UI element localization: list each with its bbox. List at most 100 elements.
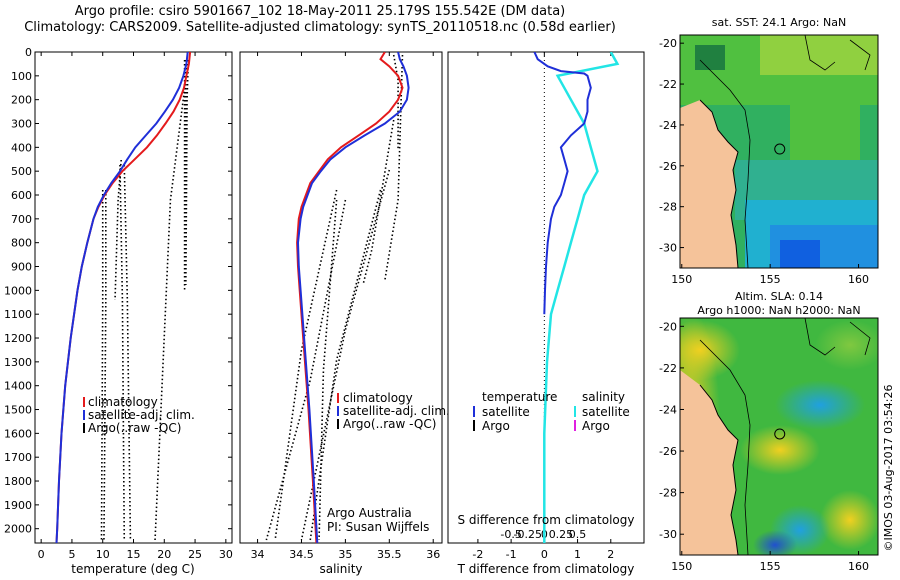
depth-tick-label: 1500 — [4, 404, 32, 417]
sst-argo-location-marker — [774, 143, 786, 155]
sst-map-ticks: 150 155 160 -20 -22 -24 -26 -28 -30 — [659, 37, 869, 286]
sst-map-land — [680, 100, 738, 268]
sla-lat-label: -30 — [659, 528, 677, 541]
sla-lon-label: 160 — [848, 560, 869, 573]
salinity-ticks: 34 34.5 35 35.5 36 — [251, 52, 440, 561]
s-legend-satellite: satellite-adj. clim. — [343, 404, 450, 418]
temperature-ticks: 0 5 10 15 20 25 30 — [38, 52, 233, 561]
depth-tick-label: 900 — [11, 261, 32, 274]
sst-map-coastline — [699, 99, 739, 268]
difference-xtick-label: 1 — [574, 548, 581, 561]
depth-tick-label: 300 — [11, 118, 32, 131]
temperature-satellite-line — [55, 52, 189, 543]
depth-tick-label: 1700 — [4, 451, 32, 464]
difference-sal-tick-label: 0.25 — [549, 528, 574, 541]
difference-xlabel: T difference from climatology — [457, 562, 635, 576]
depth-tick-label: 2000 — [4, 523, 32, 536]
depth-tick-label: 500 — [11, 165, 32, 178]
sla-map-land — [680, 370, 738, 555]
argo-dotted-trace — [309, 189, 382, 541]
difference-legend: temperature satellite Argo salinity sate… — [473, 390, 630, 433]
sla-map-ticks: 150 155 160 -20 -22 -24 -26 -28 -30 — [659, 320, 869, 573]
sla-map: Altim. SLA: 0.14 Argo h1000: NaN h2000: … — [659, 290, 879, 573]
sla-lat-label: -26 — [659, 445, 677, 458]
temperature-xtick-label: 15 — [127, 548, 141, 561]
argo-australia-label: Argo Australia — [327, 506, 412, 520]
temperature-xtick-label: 0 — [38, 548, 45, 561]
sst-map-isobath — [699, 59, 751, 268]
sla-map-frame — [679, 317, 879, 556]
depth-tick-label: 1600 — [4, 427, 32, 440]
pi-label: PI: Susan Wijffels — [327, 520, 429, 534]
argo-dotted-trace — [184, 60, 187, 286]
d-legend-sal-title: salinity — [582, 390, 625, 404]
argo-dotted-trace — [384, 54, 404, 281]
temperature-xtick-label: 5 — [68, 548, 75, 561]
sst-lat-label: -28 — [659, 201, 677, 214]
depth-tick-label: 1200 — [4, 332, 32, 345]
argo-dotted-trace — [318, 199, 338, 541]
d-legend-temp-argo: Argo — [482, 419, 510, 433]
difference-xlabel-top: S difference from climatology — [458, 513, 635, 527]
sla-map-coastline — [699, 384, 739, 555]
difference-panel: -2 -1 0 1 2-0.5-0.250 0.250.5 T difference fr… — [447, 51, 645, 576]
salinity-difference-line — [543, 52, 620, 543]
salinity-legend: climatology satellite-adj. clim. Argo(..… — [337, 391, 450, 431]
s-legend-climatology: climatology — [343, 391, 413, 405]
argo-dotted-trace — [154, 59, 190, 541]
d-legend-sal-sat: satellite — [582, 405, 630, 419]
header-line-1: Argo profile: csiro 5901667_102 18-May-2… — [74, 4, 566, 19]
salinity-xlabel: salinity — [319, 562, 362, 576]
argo-dotted-trace — [123, 164, 132, 541]
salinity-xtick-label: 36 — [426, 548, 440, 561]
depth-tick-label: 1800 — [4, 475, 32, 488]
sst-lon-label: 150 — [671, 273, 692, 286]
sst-lat-label: -26 — [659, 160, 677, 173]
argo-dotted-trace — [392, 54, 399, 150]
d-legend-temp-title: temperature — [482, 390, 557, 404]
sst-lat-label: -20 — [659, 37, 677, 50]
sst-lon-label: 155 — [760, 273, 781, 286]
depth-tick-label: 200 — [11, 94, 32, 107]
depth-tick-label: 1000 — [4, 284, 32, 297]
depth-tick-label: 0 — [25, 46, 32, 59]
d-legend-temp-sat: satellite — [482, 405, 530, 419]
sla-map-isobath — [699, 339, 751, 555]
difference-xtick-label: -1 — [506, 548, 517, 561]
legend-satellite: satellite-adj. clim. — [88, 408, 195, 422]
salinity-argo-dots — [265, 54, 404, 541]
difference-sal-tick-label: -0.5 — [500, 528, 521, 541]
temperature-legend: climatology satellite-adj. clim. Argo(..… — [83, 395, 195, 435]
depth-tick-label: 1100 — [4, 308, 32, 321]
argo-dotted-trace — [103, 190, 107, 541]
temperature-xtick-label: 30 — [219, 548, 233, 561]
salinity-panel: 34 34.5 35 35.5 36 salinity climatology sate… — [239, 51, 450, 576]
depth-tick-label: 800 — [11, 237, 32, 250]
difference-xtick-label: -2 — [472, 548, 483, 561]
difference-xtick-label: 2 — [607, 548, 614, 561]
sla-lat-label: -24 — [659, 403, 677, 416]
sst-map-frame — [679, 34, 879, 269]
d-legend-sal-argo: Argo — [582, 419, 610, 433]
argo-dotted-trace — [185, 59, 190, 286]
depth-tick-label: 1900 — [4, 499, 32, 512]
temperature-panel: 0 5 10 15 20 25 30 010020030040050060070080090… — [4, 46, 644, 576]
temperature-plot-frame — [34, 51, 233, 544]
depth-tick-label: 600 — [11, 189, 32, 202]
salinity-xtick-label: 34.5 — [289, 548, 314, 561]
argo-dotted-trace — [119, 164, 126, 541]
temperature-xtick-label: 10 — [96, 548, 110, 561]
argo-dotted-trace — [300, 169, 391, 541]
temperature-xlabel: temperature (deg C) — [71, 562, 194, 576]
sst-lat-label: -22 — [659, 78, 677, 91]
argo-dotted-trace — [265, 199, 347, 541]
sst-map-title: sat. SST: 24.1 Argo: NaN — [712, 16, 846, 29]
sst-lat-label: -30 — [659, 242, 677, 255]
sla-lat-label: -28 — [659, 487, 677, 500]
sla-lon-label: 155 — [760, 560, 781, 573]
legend-climatology: climatology — [88, 395, 158, 409]
sla-lon-label: 150 — [671, 560, 692, 573]
difference-xtick-label: 0 — [541, 548, 548, 561]
salinity-xtick-label: 35 — [338, 548, 352, 561]
